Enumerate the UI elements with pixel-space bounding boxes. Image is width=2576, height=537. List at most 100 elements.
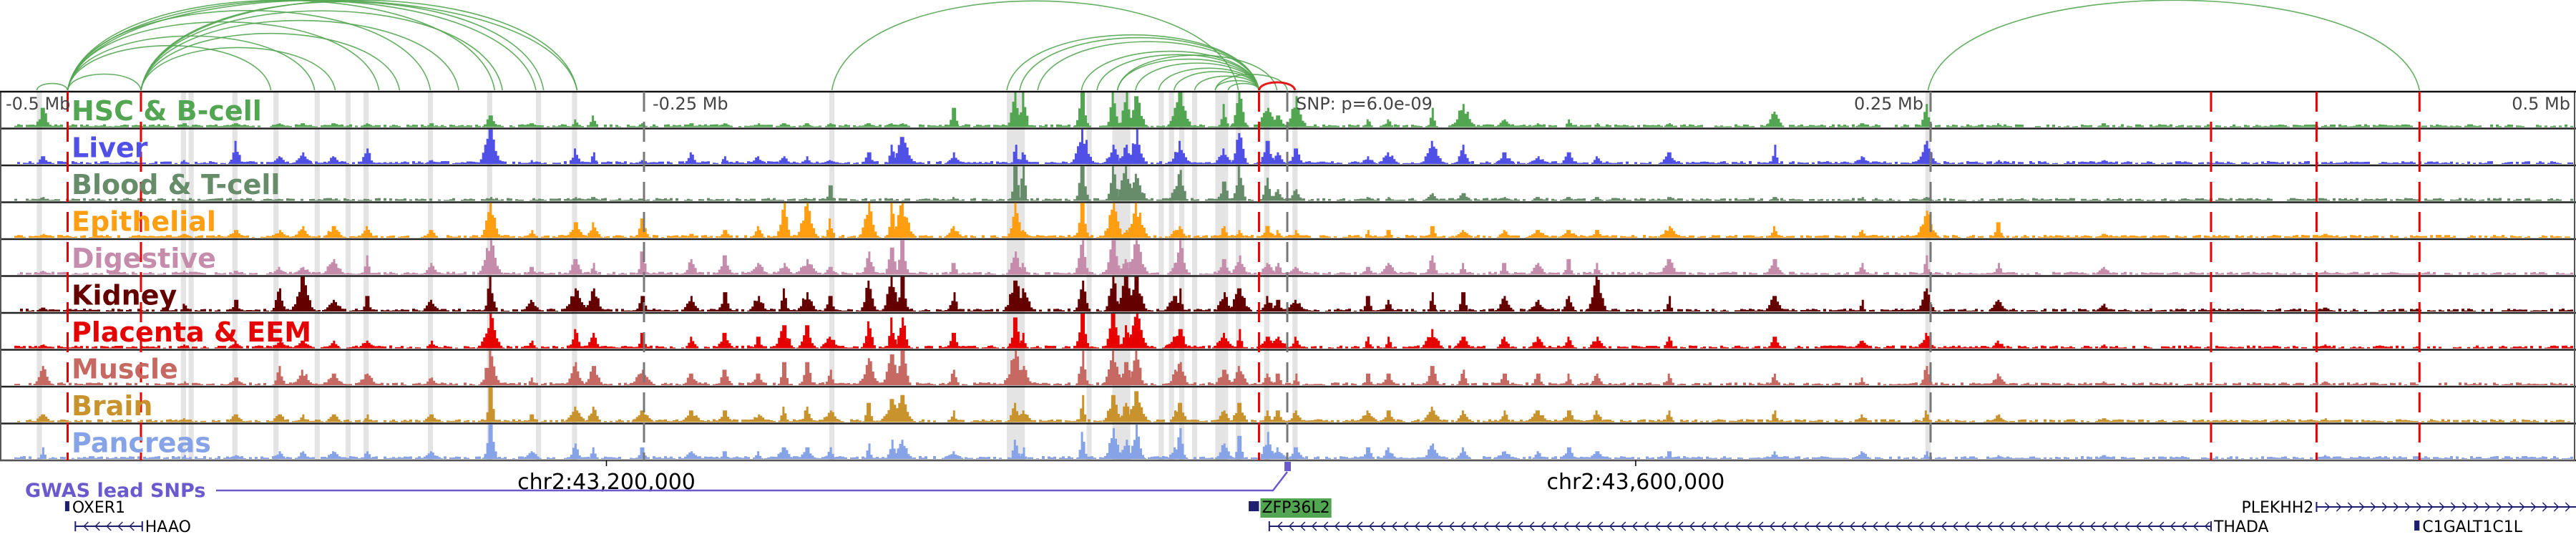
signal-peak (629, 369, 655, 385)
signal-peak (947, 332, 960, 349)
signal-peak (1171, 402, 1191, 422)
signal-peak (1495, 119, 1513, 127)
signal-peak (1271, 263, 1284, 275)
track-muscle (0, 350, 2576, 388)
signal-peak (716, 410, 734, 422)
signal-peak (477, 314, 505, 349)
signal-peak (821, 266, 839, 275)
signal-peak (1499, 410, 1511, 422)
signal-peak (881, 354, 905, 385)
signal-peak (225, 377, 245, 385)
signal-peak (1566, 119, 1573, 127)
signal-peak (1770, 410, 1779, 422)
signal-peak (1455, 410, 1470, 422)
signal-peak (1770, 145, 1779, 164)
signal-peak (1259, 226, 1277, 238)
signal-peak (1453, 145, 1471, 164)
signal-peak (174, 418, 194, 422)
signal-peak (1073, 166, 1091, 201)
signal-peak (587, 447, 599, 459)
gene-label-c1galt1c1l[interactable]: C1GALT1C1L (2422, 518, 2522, 536)
signal-peak (894, 240, 912, 275)
signal-peak (1384, 230, 1393, 238)
signal-peak (271, 266, 289, 275)
signal-peak (1992, 123, 2004, 127)
signal-peak (687, 233, 696, 238)
loop-arc (67, 21, 380, 91)
signal-peak (270, 288, 288, 311)
signal-peak (635, 447, 649, 459)
signal-peak (890, 440, 914, 459)
track-label: Epithelial (72, 206, 216, 238)
signal-peak (2098, 381, 2109, 385)
signal-peak (1498, 373, 1511, 385)
signal-peak (588, 152, 597, 164)
signal-peak (477, 129, 506, 164)
signal-peak (1852, 451, 1872, 459)
signal-peak (1171, 329, 1189, 349)
signal-peak (1231, 402, 1249, 422)
signal-peak (1770, 226, 1780, 238)
gene-exon (64, 501, 69, 511)
signal-peak (1213, 369, 1235, 385)
signal-peak (1362, 373, 1375, 385)
signal-peak (857, 203, 882, 238)
signal-peak (1214, 410, 1232, 422)
signal-peak (1123, 391, 1152, 422)
signal-peak (946, 152, 962, 164)
signal-peak (528, 377, 535, 385)
signal-peak (682, 373, 700, 385)
signal-peak (1018, 447, 1028, 459)
signal-peak (1070, 129, 1096, 164)
signal-peak (2317, 455, 2333, 459)
signal-peak (1010, 145, 1020, 164)
gene-label-oxer1[interactable]: OXER1 (72, 499, 125, 517)
signal-peak (1560, 410, 1578, 422)
gwas-track: GWAS lead SNPs (25, 462, 1291, 502)
signal-peak (859, 123, 877, 127)
signal-peak (326, 340, 340, 349)
signal-peak (1994, 263, 2004, 275)
signal-peak (1769, 373, 1780, 385)
signal-peak (716, 292, 732, 311)
signal-peak (1991, 222, 2005, 238)
signal-peak (180, 160, 190, 164)
signal-peak (681, 296, 701, 311)
signal-peak (884, 440, 898, 459)
signal-peak (1589, 230, 1604, 238)
signal-peak (1287, 447, 1304, 459)
signal-peak (298, 123, 308, 127)
signal-peak (1074, 92, 1091, 127)
signal-peak (1169, 362, 1191, 385)
signal-peak (1456, 369, 1470, 385)
signal-peak (1105, 92, 1121, 127)
gene-label-zfp36l2[interactable]: ZFP36L2 (1262, 499, 1330, 517)
signal-peak (36, 307, 50, 311)
gene-label-haao[interactable]: HAAO (145, 518, 191, 536)
signal-peak (1290, 230, 1302, 238)
signal-peak (1455, 193, 1473, 201)
signal-peak (1528, 337, 1548, 349)
gene-label-thada[interactable]: THADA (2213, 518, 2269, 536)
signal-peak (1594, 123, 1601, 127)
signal-peak (1218, 104, 1229, 127)
signal-peak (1103, 145, 1123, 164)
signal-peak (862, 402, 876, 422)
signal-peak (527, 340, 538, 349)
signal-peak (687, 123, 696, 127)
signal-peak (1270, 152, 1286, 164)
signal-peak (1233, 435, 1246, 459)
signal-peak (1531, 373, 1545, 385)
track-epithelial (0, 203, 2576, 241)
signal-peak (1383, 337, 1395, 349)
signal-peak (1127, 424, 1146, 459)
signal-peak (2095, 418, 2113, 422)
signal-peak (320, 258, 346, 275)
signal-peak (180, 304, 190, 311)
signal-peak (685, 152, 698, 164)
signal-peak (1102, 314, 1124, 349)
coordinate-labels: -0.5 Mb -0.25 Mb SNP: p=6.0e-09 0.25 Mb … (6, 94, 2570, 114)
signal-peak (1123, 203, 1150, 238)
gene-label-plekhh2[interactable]: PLEKHH2 (2241, 499, 2313, 517)
signal-peak (1769, 451, 1780, 459)
